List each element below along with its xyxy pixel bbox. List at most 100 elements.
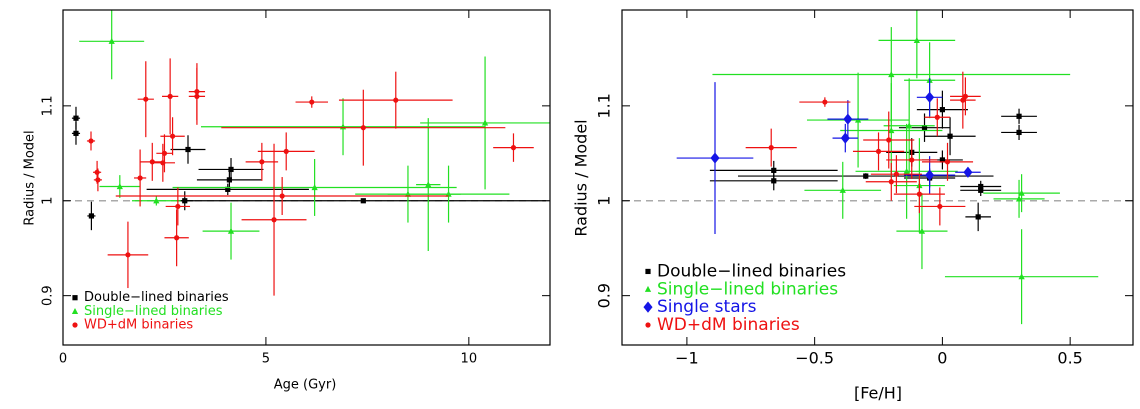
point xyxy=(226,177,232,183)
point xyxy=(975,214,981,220)
point xyxy=(893,171,900,177)
y-tick-label: 0.9 xyxy=(41,285,56,306)
point xyxy=(481,119,489,126)
point xyxy=(161,150,168,156)
point xyxy=(771,178,777,184)
point xyxy=(309,99,315,105)
point xyxy=(425,181,432,188)
point xyxy=(978,187,984,193)
point xyxy=(271,217,277,223)
point xyxy=(921,125,928,131)
point xyxy=(771,167,777,173)
point xyxy=(194,93,200,99)
panel: −1 −0.5 0 0.5 0.9 1 1.1 [Fe/H] Radius / Model Dou… xyxy=(572,9,1134,403)
point xyxy=(88,213,95,219)
legend-marker xyxy=(72,322,78,328)
point xyxy=(153,197,160,204)
point xyxy=(225,186,231,192)
point xyxy=(169,133,176,139)
point xyxy=(94,169,100,175)
point xyxy=(843,113,853,125)
point xyxy=(73,115,79,121)
legend-marker xyxy=(643,301,653,313)
point xyxy=(925,91,935,103)
point xyxy=(978,183,984,190)
x-tick-label: −1 xyxy=(675,349,699,368)
panel: 0 5 10 0.9 1 1.1 Age (Gyr) Radius / Model Double… xyxy=(23,9,551,393)
point xyxy=(888,179,894,185)
point xyxy=(185,146,191,153)
point xyxy=(149,159,155,165)
point xyxy=(840,132,850,144)
point xyxy=(839,186,846,193)
point xyxy=(360,198,366,204)
point xyxy=(947,133,953,139)
point xyxy=(1018,273,1025,280)
y-tick-label: 0.9 xyxy=(595,283,614,308)
point xyxy=(404,190,412,197)
point xyxy=(916,191,923,197)
x-tick-label: 10 xyxy=(461,352,478,367)
legend-label: Single−lined binaries xyxy=(657,279,838,299)
plot-frame xyxy=(62,9,551,346)
point xyxy=(886,137,892,143)
point xyxy=(913,36,920,43)
point xyxy=(925,169,935,181)
point xyxy=(510,145,517,151)
legend-label: WD+dM binaries xyxy=(657,315,800,335)
point xyxy=(108,37,115,44)
legend-label: WD+dM binaries xyxy=(84,318,193,333)
point xyxy=(360,125,366,131)
legend-marker xyxy=(71,307,79,314)
x-axis-label: Age (Gyr) xyxy=(274,378,337,393)
point xyxy=(167,93,173,99)
point xyxy=(888,71,895,78)
point xyxy=(1018,189,1025,196)
x-tick-label: 0.5 xyxy=(1057,349,1082,368)
point xyxy=(174,235,180,241)
points xyxy=(71,10,550,296)
point xyxy=(1016,129,1022,136)
x-tick-label: 0 xyxy=(59,352,67,367)
point xyxy=(116,183,123,190)
point xyxy=(227,227,235,234)
x-axis-label: [Fe/H] xyxy=(854,384,902,403)
point xyxy=(73,130,79,136)
point xyxy=(903,167,910,174)
legend-label: Single stars xyxy=(657,297,757,317)
point xyxy=(875,148,882,155)
point xyxy=(822,99,828,105)
point xyxy=(228,166,234,173)
y-tick-label: 1 xyxy=(595,196,614,206)
point xyxy=(259,159,265,165)
point xyxy=(918,227,926,234)
point xyxy=(863,173,869,179)
points xyxy=(676,10,1099,325)
point xyxy=(182,198,188,204)
plot-frame xyxy=(621,9,1134,346)
point xyxy=(143,96,149,102)
point xyxy=(88,138,94,144)
y-tick-label: 1 xyxy=(41,197,56,205)
y-tick-label: 1.1 xyxy=(41,96,56,117)
legend-marker xyxy=(644,285,652,292)
y-axis-label: Radius / Model xyxy=(572,119,591,236)
point xyxy=(137,175,143,181)
x-tick-label: 0 xyxy=(937,349,947,368)
point xyxy=(1015,195,1023,202)
point xyxy=(768,145,774,151)
x-tick-label: −0.5 xyxy=(795,349,834,368)
point xyxy=(906,122,913,129)
point xyxy=(888,127,895,134)
point xyxy=(962,93,968,99)
point xyxy=(279,193,285,199)
legend-marker xyxy=(645,268,651,275)
point xyxy=(175,203,181,210)
legend-label: Double−lined binaries xyxy=(657,261,846,281)
point xyxy=(445,190,452,197)
point xyxy=(125,252,131,258)
point xyxy=(963,166,973,178)
y-tick-label: 1.1 xyxy=(595,93,614,118)
legend-marker xyxy=(645,322,651,328)
